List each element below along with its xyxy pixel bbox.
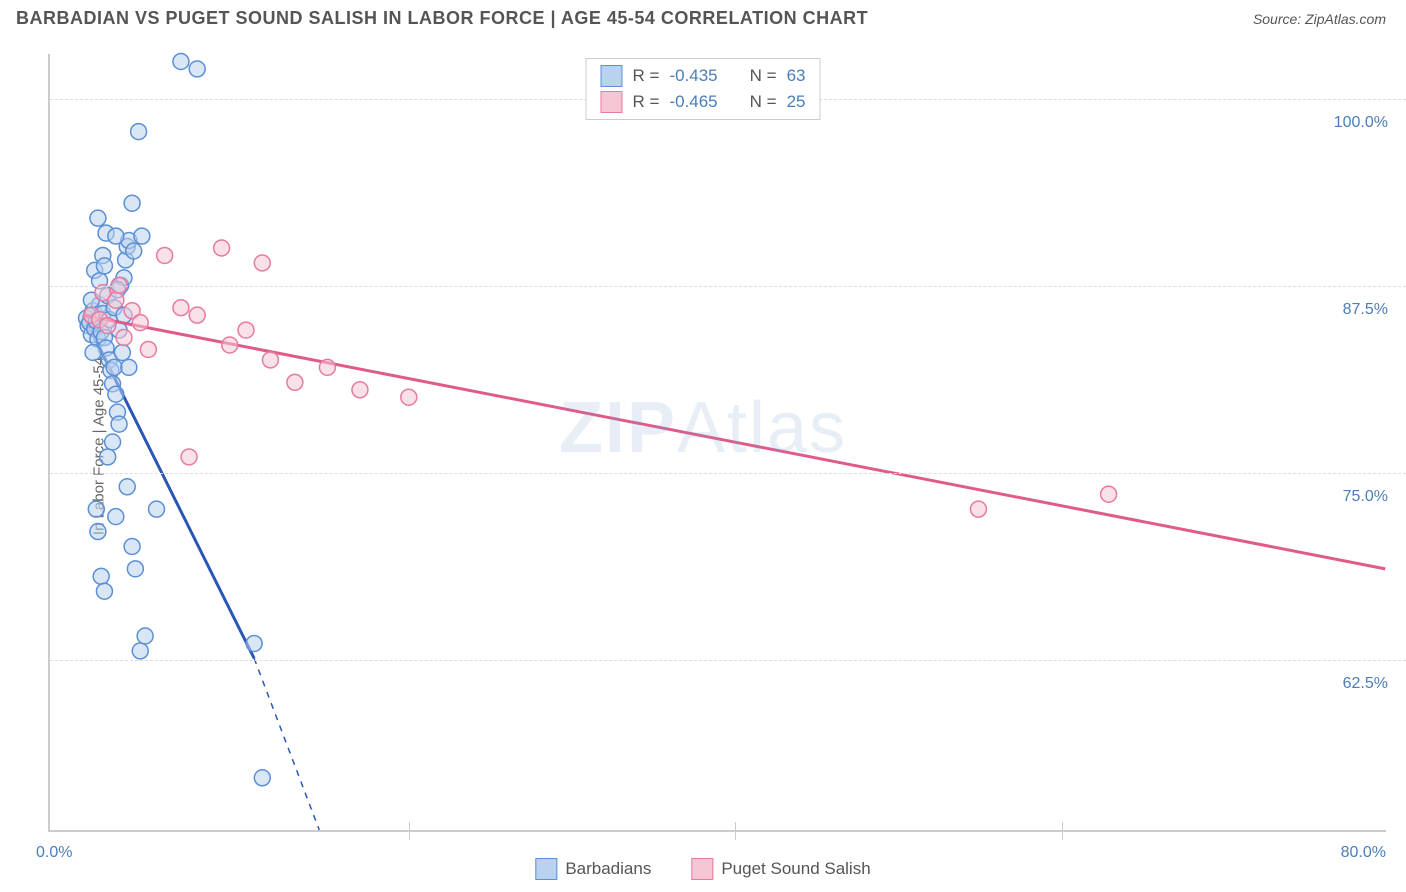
data-point <box>401 389 417 405</box>
data-point <box>132 643 148 659</box>
series-legend: Barbadians Puget Sound Salish <box>535 858 870 880</box>
gridline-h <box>50 473 1406 474</box>
data-point <box>214 240 230 256</box>
data-point <box>127 561 143 577</box>
legend-n-label: N = <box>750 66 777 86</box>
data-point <box>121 359 137 375</box>
series-legend-item: Puget Sound Salish <box>691 858 870 880</box>
stats-legend-row: R = -0.435 N = 63 <box>601 63 806 89</box>
data-point <box>173 300 189 316</box>
data-point <box>100 449 116 465</box>
data-point <box>90 210 106 226</box>
x-tick <box>1062 822 1063 840</box>
data-point <box>90 524 106 540</box>
data-point <box>149 501 165 517</box>
data-point <box>157 247 173 263</box>
series-legend-label: Barbadians <box>565 859 651 879</box>
data-point <box>189 61 205 77</box>
legend-swatch <box>691 858 713 880</box>
y-tick-label: 100.0% <box>1330 114 1388 132</box>
data-point <box>189 307 205 323</box>
data-point <box>131 124 147 140</box>
gridline-h <box>50 286 1406 287</box>
data-point <box>181 449 197 465</box>
legend-swatch <box>601 65 623 87</box>
x-axis-min-label: 0.0% <box>36 844 72 862</box>
data-point <box>238 322 254 338</box>
data-point <box>114 344 130 360</box>
x-tick <box>735 822 736 840</box>
data-point <box>134 228 150 244</box>
data-point <box>126 243 142 259</box>
x-axis-max-label: 80.0% <box>1341 844 1386 862</box>
data-point <box>95 285 111 301</box>
data-point <box>108 228 124 244</box>
x-tick <box>409 822 410 840</box>
data-point <box>108 509 124 525</box>
chart-title: BARBADIAN VS PUGET SOUND SALISH IN LABOR… <box>16 8 868 29</box>
data-point <box>137 628 153 644</box>
data-point <box>124 538 140 554</box>
data-point <box>254 770 270 786</box>
legend-n-label: N = <box>750 92 777 112</box>
data-point <box>319 359 335 375</box>
legend-r-label: R = <box>633 66 660 86</box>
data-point <box>93 568 109 584</box>
data-point <box>100 318 116 334</box>
legend-n-value: 63 <box>787 66 806 86</box>
data-point <box>352 382 368 398</box>
legend-r-value: -0.435 <box>669 66 717 86</box>
data-point <box>246 635 262 651</box>
chart-source: Source: ZipAtlas.com <box>1253 11 1386 27</box>
gridline-h <box>50 660 1406 661</box>
trend-line-extrapolated <box>254 658 319 830</box>
data-point <box>105 434 121 450</box>
y-tick-label: 62.5% <box>1339 675 1388 693</box>
stats-legend-row: R = -0.465 N = 25 <box>601 89 806 115</box>
data-point <box>106 359 122 375</box>
data-point <box>119 479 135 495</box>
y-tick-label: 87.5% <box>1339 301 1388 319</box>
data-point <box>254 255 270 271</box>
legend-n-value: 25 <box>787 92 806 112</box>
data-point <box>222 337 238 353</box>
chart-plot-area: 62.5% 75.0% 87.5% 100.0% <box>48 54 1386 832</box>
trend-line <box>83 315 1385 569</box>
data-point <box>140 341 156 357</box>
data-point <box>116 330 132 346</box>
y-tick-label: 75.0% <box>1339 488 1388 506</box>
data-point <box>85 344 101 360</box>
legend-r-value: -0.465 <box>669 92 717 112</box>
data-point <box>88 501 104 517</box>
data-point <box>96 583 112 599</box>
data-point <box>108 386 124 402</box>
stats-legend: R = -0.435 N = 63 R = -0.465 N = 25 <box>586 58 821 120</box>
legend-swatch <box>601 91 623 113</box>
data-point <box>111 416 127 432</box>
data-point <box>262 352 278 368</box>
chart-svg <box>50 54 1386 830</box>
data-point <box>173 53 189 69</box>
series-legend-item: Barbadians <box>535 858 651 880</box>
legend-r-label: R = <box>633 92 660 112</box>
data-point <box>287 374 303 390</box>
data-point <box>124 195 140 211</box>
legend-swatch <box>535 858 557 880</box>
data-point <box>132 315 148 331</box>
data-point <box>96 258 112 274</box>
data-point <box>1101 486 1117 502</box>
series-legend-label: Puget Sound Salish <box>721 859 870 879</box>
data-point <box>970 501 986 517</box>
